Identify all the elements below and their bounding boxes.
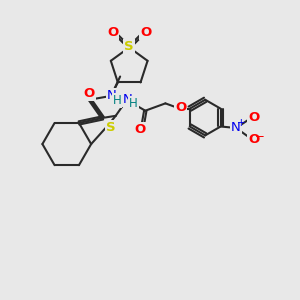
Text: O: O bbox=[107, 26, 118, 39]
Text: H: H bbox=[113, 94, 122, 107]
Text: N: N bbox=[231, 121, 241, 134]
Text: O: O bbox=[248, 111, 260, 124]
Text: O: O bbox=[134, 123, 146, 136]
Text: O: O bbox=[175, 101, 186, 114]
Text: O: O bbox=[248, 133, 260, 146]
Text: H: H bbox=[129, 98, 138, 110]
Text: S: S bbox=[124, 40, 134, 53]
Text: −: − bbox=[255, 130, 265, 143]
Text: +: + bbox=[237, 118, 245, 128]
Text: O: O bbox=[84, 87, 95, 100]
Text: N: N bbox=[122, 93, 132, 106]
Text: S: S bbox=[106, 121, 116, 134]
Text: N: N bbox=[107, 89, 117, 102]
Text: O: O bbox=[140, 26, 152, 39]
